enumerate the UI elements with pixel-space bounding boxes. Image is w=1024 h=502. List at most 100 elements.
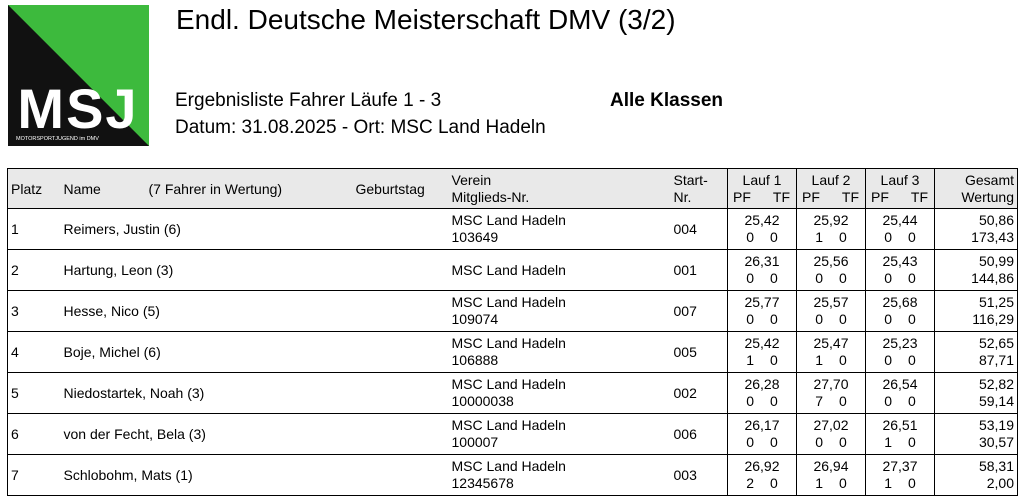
lauf1-tf: 0: [770, 393, 778, 409]
date-place: Datum: 31.08.2025 - Ort: MSC Land Hadeln: [175, 117, 546, 138]
header-pf: PF: [802, 188, 820, 205]
wertung-value: 59,14: [978, 393, 1014, 409]
header-lauf2: Lauf 2 PF TF: [796, 168, 866, 209]
lauf2-pf: 1: [815, 475, 823, 491]
cell-name: Boje, Michel (6): [55, 331, 356, 373]
lauf1-time: 25,77: [744, 294, 780, 310]
lauf2-time: 27,02: [813, 417, 849, 433]
lauf1-time: 26,92: [744, 458, 780, 474]
cell-geburtstag: [355, 290, 452, 332]
lauf1-tf: 0: [770, 270, 778, 286]
lauf2-time: 25,47: [813, 335, 849, 351]
lauf1-time: 26,17: [744, 417, 780, 433]
table-row: 5 Niedostartek, Noah (3) MSC Land Hadeln…: [7, 372, 1018, 414]
cell-geburtstag: [355, 413, 452, 455]
cell-start: 001: [673, 249, 728, 291]
lauf2-tf: 0: [839, 475, 847, 491]
cell-start: 003: [673, 454, 728, 496]
header-platz: Platz: [7, 168, 56, 209]
cell-platz: 5: [7, 372, 56, 414]
cell-platz: 6: [7, 413, 56, 455]
table-header-row: Platz Name (7 Fahrer in Wertung) Geburts…: [7, 168, 1018, 209]
cell-gesamt: 53,19 30,57: [934, 413, 1018, 455]
cell-platz: 2: [7, 249, 56, 291]
header-wertung-count: (7 Fahrer in Wertung): [148, 180, 283, 197]
results-table: Platz Name (7 Fahrer in Wertung) Geburts…: [7, 168, 1018, 496]
header-lauf2-label: Lauf 2: [811, 171, 851, 188]
table-row: 1 Reimers, Justin (6) MSC Land Hadeln 10…: [7, 208, 1018, 250]
header-pf: PF: [871, 188, 889, 205]
lauf2-pf: 0: [815, 311, 823, 327]
cell-name: Reimers, Justin (6): [55, 208, 356, 250]
lauf3-pf: 1: [884, 475, 892, 491]
lauf1-tf: 0: [770, 311, 778, 327]
cell-verein: MSC Land Hadeln 106888: [451, 331, 674, 373]
cell-verein: MSC Land Hadeln 10000038: [451, 372, 674, 414]
lauf1-tf: 0: [770, 229, 778, 245]
lauf2-pf: 0: [815, 434, 823, 450]
header-pf: PF: [733, 188, 751, 205]
lauf1-time: 26,31: [744, 253, 780, 269]
cell-gesamt: 52,82 59,14: [934, 372, 1018, 414]
cell-platz: 1: [7, 208, 56, 250]
header-gesamt: Gesamt Wertung: [934, 168, 1018, 209]
lauf2-tf: 0: [839, 352, 847, 368]
logo-tagline: MOTORSPORTJUGEND im DMV: [16, 136, 99, 142]
lauf1-pf: 0: [746, 311, 754, 327]
header-lauf3-label: Lauf 3: [880, 171, 920, 188]
header-lauf3: Lauf 3 PF TF: [865, 168, 935, 209]
cell-geburtstag: [355, 249, 452, 291]
lauf3-tf: 0: [908, 434, 916, 450]
cell-name: Niedostartek, Noah (3): [55, 372, 356, 414]
header-tf: TF: [772, 188, 790, 205]
lauf2-pf: 1: [815, 229, 823, 245]
lauf3-time: 25,68: [882, 294, 918, 310]
lauf3-time: 26,54: [882, 376, 918, 392]
cell-gesamt: 58,31 2,00: [934, 454, 1018, 496]
lauf1-tf: 0: [770, 434, 778, 450]
table-row: 7 Schlobohm, Mats (1) MSC Land Hadeln 12…: [7, 454, 1018, 496]
gesamt-value: 53,19: [978, 417, 1014, 433]
page-title: Endl. Deutsche Meisterschaft DMV (3/2): [176, 4, 676, 35]
wertung-value: 87,71: [978, 352, 1014, 368]
cell-verein-name: MSC Land Hadeln: [451, 294, 566, 310]
lauf1-time: 25,42: [744, 212, 780, 228]
lauf1-time: 25,42: [744, 335, 780, 351]
wertung-value: 2,00: [986, 475, 1014, 491]
cell-verein: MSC Land Hadeln 100007: [451, 413, 674, 455]
gesamt-value: 52,65: [978, 335, 1014, 351]
lauf3-tf: 0: [908, 270, 916, 286]
lauf1-pf: 0: [746, 270, 754, 286]
wertung-value: 144,86: [971, 270, 1014, 286]
cell-verein-name: MSC Land Hadeln: [451, 212, 566, 228]
header-gesamt-label: Gesamt: [964, 171, 1014, 188]
cell-start: 004: [673, 208, 728, 250]
lauf2-tf: 0: [839, 229, 847, 245]
cell-mitglied: 106888: [451, 352, 499, 368]
lauf3-tf: 0: [908, 229, 916, 245]
cell-verein: MSC Land Hadeln 103649: [451, 208, 674, 250]
lauf1-pf: 0: [746, 393, 754, 409]
header-verein: Verein Mitglieds-Nr.: [451, 168, 674, 209]
cell-geburtstag: [355, 208, 452, 250]
lauf3-time: 25,23: [882, 335, 918, 351]
lauf3-pf: 0: [884, 229, 892, 245]
lauf2-time: 25,57: [813, 294, 849, 310]
cell-verein: MSC Land Hadeln 12345678: [451, 454, 674, 496]
cell-mitglied: 109074: [451, 311, 499, 327]
lauf2-tf: 0: [839, 270, 847, 286]
lauf3-time: 25,43: [882, 253, 918, 269]
header-start: Start- Nr.: [673, 168, 728, 209]
cell-start: 006: [673, 413, 728, 455]
